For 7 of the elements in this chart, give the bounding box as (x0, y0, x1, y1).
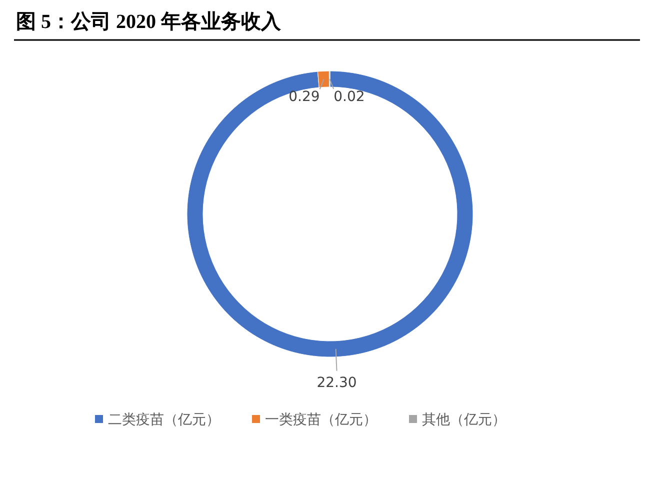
legend-label: 其他（亿元） (422, 412, 506, 428)
legend-label: 一类疫苗（亿元） (265, 412, 377, 428)
data-label: 0.02 (334, 89, 365, 105)
data-label: 22.30 (316, 374, 357, 391)
chart-title: 图 5：公司 2020 年各业务收入 (16, 10, 282, 33)
legend-label: 二类疫苗（亿元） (108, 412, 220, 428)
data-label: 0.29 (288, 89, 320, 106)
